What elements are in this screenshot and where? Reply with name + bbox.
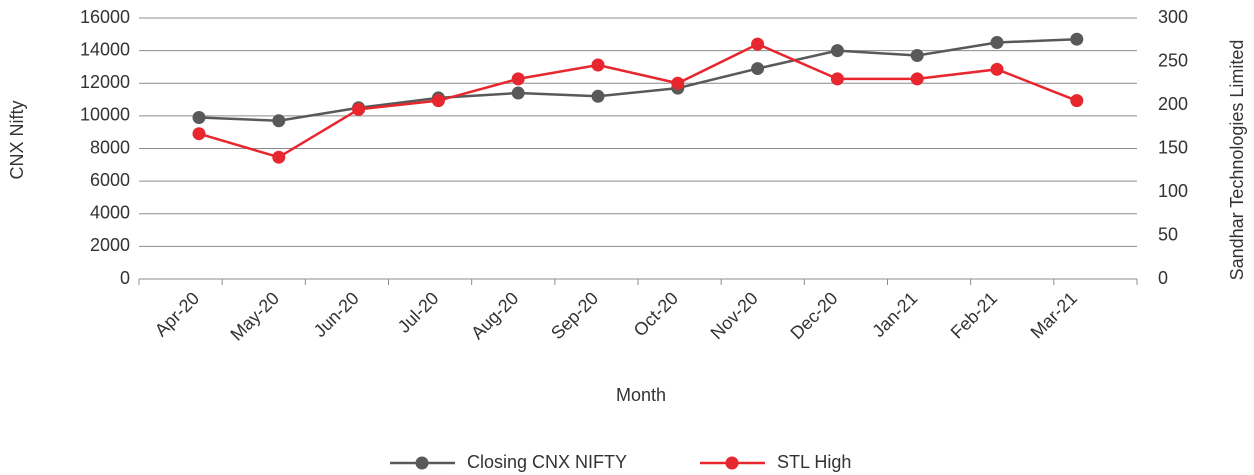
- x-tick-label: Jun-20: [310, 288, 363, 341]
- data-point: [511, 86, 525, 100]
- y2-tick-label: 200: [1158, 94, 1188, 114]
- x-tick-label: Aug-20: [467, 288, 522, 343]
- y-tick-label: 8000: [90, 137, 130, 157]
- data-point: [352, 102, 366, 116]
- x-tick-label: Apr-20: [151, 288, 203, 340]
- data-point: [751, 62, 765, 76]
- data-point: [830, 44, 844, 58]
- y-axis-title: CNX Nifty: [7, 100, 27, 179]
- legend-marker: [415, 456, 429, 470]
- y2-tick-label: 150: [1158, 137, 1188, 157]
- x-tick-label: May-20: [226, 288, 283, 345]
- y-tick-label: 6000: [90, 170, 130, 190]
- data-point: [591, 89, 605, 103]
- legend-marker: [725, 456, 739, 470]
- y-tick-label: 12000: [80, 72, 130, 92]
- data-point: [910, 72, 924, 86]
- y-tick-label: 14000: [80, 39, 130, 59]
- y2-tick-label: 100: [1158, 181, 1188, 201]
- data-point: [990, 62, 1004, 76]
- data-point: [751, 37, 765, 51]
- y2-tick-label: 300: [1158, 7, 1188, 27]
- y-tick-label: 4000: [90, 203, 130, 223]
- y2-tick-label: 50: [1158, 224, 1178, 244]
- data-point: [591, 58, 605, 72]
- data-point: [192, 111, 206, 125]
- series-line: [198, 42, 1078, 159]
- series-line: [198, 37, 1077, 123]
- y2-tick-label: 250: [1158, 50, 1188, 70]
- x-tick-label: Dec-20: [786, 288, 841, 343]
- y2-axis-title: Sandhar Technologies Limited: [1227, 40, 1247, 281]
- data-point: [990, 35, 1004, 49]
- y-tick-label: 10000: [80, 105, 130, 125]
- x-tick-label: Jan-21: [868, 288, 921, 341]
- legend-label: STL High: [777, 452, 851, 472]
- x-axis-title: Month: [616, 385, 666, 405]
- x-tick-label: Mar-21: [1027, 288, 1081, 342]
- y-tick-label: 0: [120, 268, 130, 288]
- y-tick-label: 16000: [80, 7, 130, 27]
- data-point: [511, 72, 525, 86]
- x-tick-label: Oct-20: [630, 288, 682, 340]
- data-point: [272, 114, 286, 128]
- x-tick-label: Nov-20: [707, 288, 762, 343]
- y2-tick-label: 0: [1158, 268, 1168, 288]
- data-point: [431, 94, 445, 108]
- data-point: [192, 127, 206, 141]
- legend-label: Closing CNX NIFTY: [467, 452, 627, 472]
- data-point: [1070, 94, 1084, 108]
- y-tick-label: 2000: [90, 235, 130, 255]
- data-point: [910, 49, 924, 63]
- data-point: [830, 72, 844, 86]
- data-point: [671, 76, 685, 90]
- x-tick-label: Jul-20: [394, 288, 443, 337]
- data-point: [272, 150, 286, 164]
- x-tick-label: Sep-20: [547, 288, 602, 343]
- x-tick-label: Feb-21: [947, 288, 1001, 342]
- data-point: [1070, 32, 1084, 46]
